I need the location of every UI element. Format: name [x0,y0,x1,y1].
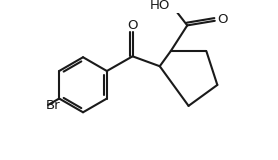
Text: HO: HO [150,0,170,12]
Text: Br: Br [46,99,61,112]
Text: O: O [127,19,138,32]
Text: O: O [217,13,227,26]
